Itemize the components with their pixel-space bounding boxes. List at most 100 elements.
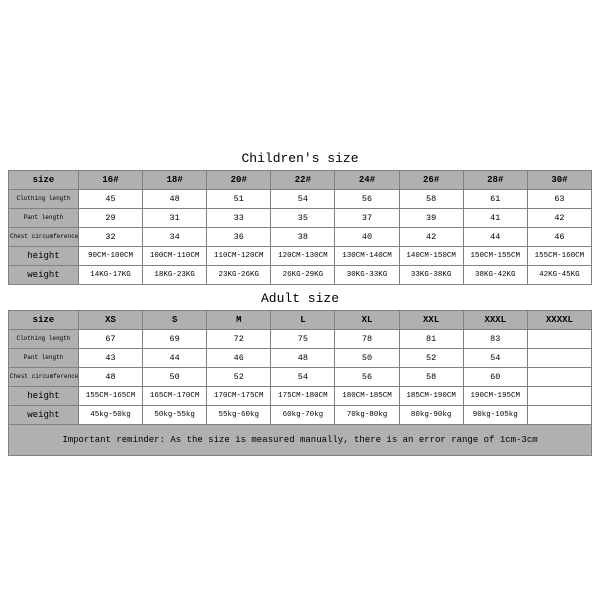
cell: 29 <box>78 208 142 227</box>
cell: 42 <box>399 227 463 246</box>
cell: 30KG-33KG <box>335 265 399 284</box>
cell: 44 <box>463 227 527 246</box>
table-row: Clothing length 67 69 72 75 78 81 83 <box>9 329 592 348</box>
cell: 190CM-195CM <box>463 386 527 405</box>
cell: 33KG-38KG <box>399 265 463 284</box>
adult-title: Adult size <box>8 285 592 310</box>
col-header: S <box>143 310 207 329</box>
col-header: M <box>207 310 271 329</box>
cell: 60kg-70kg <box>271 405 335 424</box>
cell: 54 <box>271 367 335 386</box>
col-header: L <box>271 310 335 329</box>
row-label: Clothing length <box>9 329 79 348</box>
cell: 185CM-190CM <box>399 386 463 405</box>
cell: 54 <box>271 189 335 208</box>
cell: 37 <box>335 208 399 227</box>
cell: 175CM-180CM <box>271 386 335 405</box>
cell: 43 <box>78 348 142 367</box>
cell: 81 <box>399 329 463 348</box>
col-header: 22# <box>271 170 335 189</box>
children-title: Children's size <box>8 145 592 170</box>
adult-table: size XS S M L XL XXL XXXL XXXXL Clothing… <box>8 310 592 425</box>
cell: 40 <box>335 227 399 246</box>
col-header: 30# <box>527 170 591 189</box>
col-header: 20# <box>207 170 271 189</box>
cell: 140CM-150CM <box>399 246 463 265</box>
cell: 42KG-45KG <box>527 265 591 284</box>
cell: 23KG-26KG <box>207 265 271 284</box>
cell: 155CM-165CM <box>78 386 142 405</box>
adult-header-row: size XS S M L XL XXL XXXL XXXXL <box>9 310 592 329</box>
cell: 35 <box>271 208 335 227</box>
cell: 48 <box>78 367 142 386</box>
cell: 34 <box>143 227 207 246</box>
cell: 67 <box>78 329 142 348</box>
cell: 46 <box>527 227 591 246</box>
cell: 56 <box>335 367 399 386</box>
table-row: weight 14KG-17KG 18KG-23KG 23KG-26KG 26K… <box>9 265 592 284</box>
cell <box>527 405 591 424</box>
cell: 50 <box>143 367 207 386</box>
cell: 180CM-185CM <box>335 386 399 405</box>
cell: 46 <box>207 348 271 367</box>
cell <box>527 386 591 405</box>
row-label: Pant length <box>9 348 79 367</box>
col-header: size <box>9 170 79 189</box>
cell: 61 <box>463 189 527 208</box>
table-row: weight 45kg-50kg 50kg-55kg 55kg-60kg 60k… <box>9 405 592 424</box>
cell: 44 <box>143 348 207 367</box>
cell: 80kg-90kg <box>399 405 463 424</box>
size-chart-wrapper: Children's size size 16# 18# 20# 22# 24#… <box>8 145 592 456</box>
table-row: Pant length 43 44 46 48 50 52 54 <box>9 348 592 367</box>
cell: 41 <box>463 208 527 227</box>
table-row: Pant length 29 31 33 35 37 39 41 42 <box>9 208 592 227</box>
cell: 69 <box>143 329 207 348</box>
cell <box>527 329 591 348</box>
cell: 33 <box>207 208 271 227</box>
row-label: weight <box>9 405 79 424</box>
col-header: XXXL <box>463 310 527 329</box>
row-label: height <box>9 386 79 405</box>
table-row: Clothing length 45 48 51 54 56 58 61 63 <box>9 189 592 208</box>
cell: 45 <box>78 189 142 208</box>
cell: 54 <box>463 348 527 367</box>
col-header: XXL <box>399 310 463 329</box>
cell: 58 <box>399 189 463 208</box>
children-table: size 16# 18# 20# 22# 24# 26# 28# 30# Clo… <box>8 170 592 285</box>
cell: 56 <box>335 189 399 208</box>
cell: 63 <box>527 189 591 208</box>
cell: 26KG-29KG <box>271 265 335 284</box>
cell: 100CM-110CM <box>143 246 207 265</box>
cell: 51 <box>207 189 271 208</box>
cell: 48 <box>143 189 207 208</box>
cell: 78 <box>335 329 399 348</box>
cell: 150CM-155CM <box>463 246 527 265</box>
cell: 50 <box>335 348 399 367</box>
cell: 60 <box>463 367 527 386</box>
cell: 38 <box>271 227 335 246</box>
reminder-note: Important reminder: As the size is measu… <box>8 425 592 456</box>
cell: 170CM-175CM <box>207 386 271 405</box>
table-row: Chest circumference 1/2 32 34 36 38 40 4… <box>9 227 592 246</box>
cell: 90CM-100CM <box>78 246 142 265</box>
row-label: Pant length <box>9 208 79 227</box>
cell: 58 <box>399 367 463 386</box>
cell: 90kg-105kg <box>463 405 527 424</box>
cell: 38KG-42KG <box>463 265 527 284</box>
cell: 120CM-130CM <box>271 246 335 265</box>
cell: 31 <box>143 208 207 227</box>
cell: 52 <box>207 367 271 386</box>
cell: 18KG-23KG <box>143 265 207 284</box>
cell: 39 <box>399 208 463 227</box>
cell: 50kg-55kg <box>143 405 207 424</box>
col-header: 18# <box>143 170 207 189</box>
cell: 83 <box>463 329 527 348</box>
cell: 165CM-170CM <box>143 386 207 405</box>
table-row: Chest circumference 1/2 48 50 52 54 56 5… <box>9 367 592 386</box>
cell: 55kg-60kg <box>207 405 271 424</box>
col-header: XL <box>335 310 399 329</box>
row-label: Clothing length <box>9 189 79 208</box>
cell <box>527 348 591 367</box>
cell: 32 <box>78 227 142 246</box>
row-label: height <box>9 246 79 265</box>
